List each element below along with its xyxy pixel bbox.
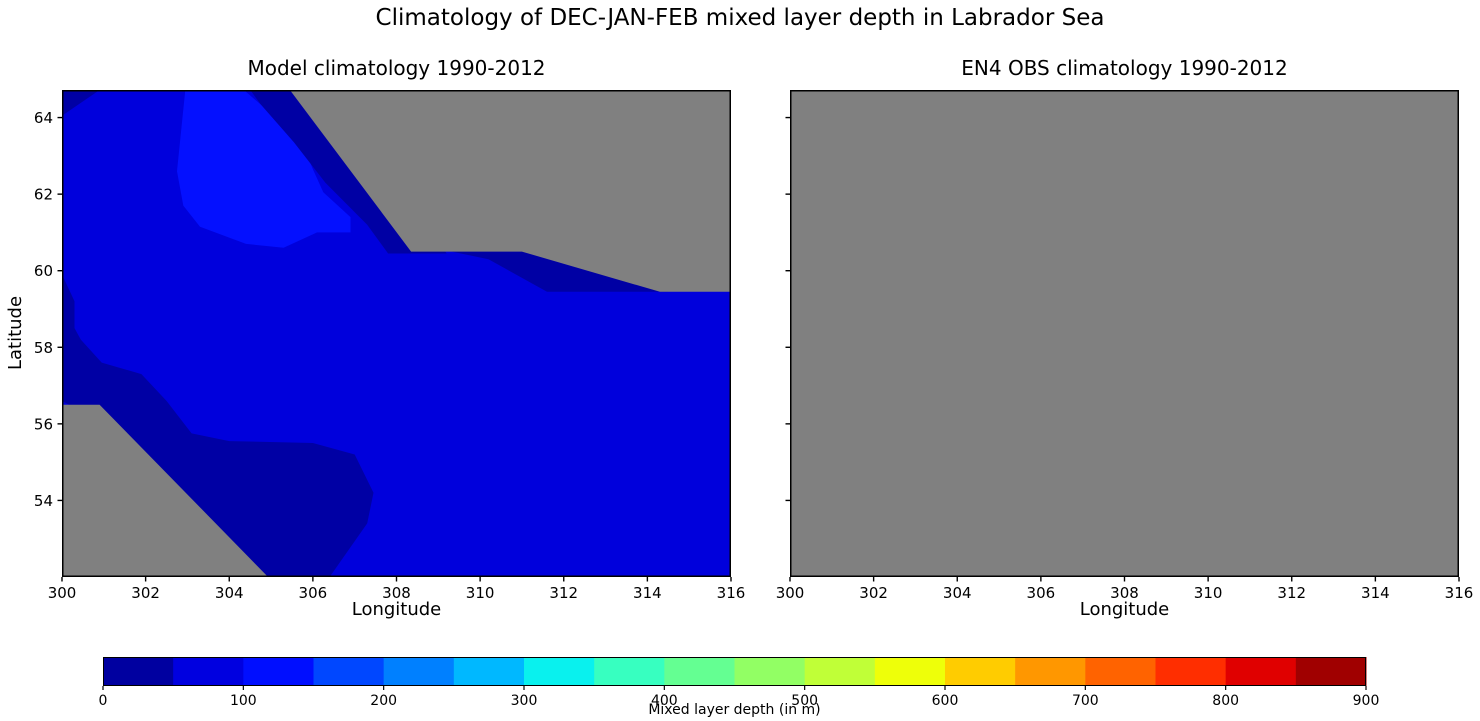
colorbar-tick-label: 600	[932, 693, 959, 709]
colorbar-segment	[1015, 657, 1086, 686]
x-tick-label: 314	[633, 584, 662, 602]
axes-frame	[62, 90, 731, 577]
x-tick-label: 302	[859, 584, 888, 602]
map-region-land-mask-northeast	[289, 90, 731, 292]
y-tick-label: 56	[34, 415, 53, 433]
x-tick-label: 310	[466, 584, 495, 602]
x-tick-label: 306	[299, 584, 328, 602]
model-panel-title: Model climatology 1990-2012	[247, 56, 546, 80]
axes-frame	[790, 90, 1459, 577]
x-tick-label: 302	[131, 584, 160, 602]
x-tick-label: 310	[1194, 584, 1223, 602]
y-tick-label: 58	[34, 339, 53, 357]
x-tick-label: 316	[717, 584, 746, 602]
colorbar-tick-label: 800	[1212, 693, 1239, 709]
obs-xlabel: Longitude	[1079, 599, 1170, 620]
colorbar-tick-label: 900	[1353, 693, 1380, 709]
y-tick-label: 54	[34, 492, 53, 510]
colorbar-segment	[664, 657, 735, 686]
x-tick-label: 312	[549, 584, 578, 602]
map-region-land-mask-southwest	[62, 404, 269, 577]
colorbar-tick-label: 400	[651, 693, 678, 709]
colorbar-tick-label: 700	[1072, 693, 1099, 709]
colorbar-tick-label: 0	[99, 693, 108, 709]
colorbar-segment	[243, 657, 314, 686]
colorbar-segment	[1295, 657, 1367, 686]
colorbar-segment	[383, 657, 455, 686]
colorbar-segment	[453, 657, 525, 686]
colorbar-segment	[313, 657, 385, 686]
colorbar-tick-label: 300	[511, 693, 538, 709]
colorbar-segment	[734, 657, 806, 686]
model-ylabel: Latitude	[5, 295, 26, 371]
map-region-mld-100-150-patch-north	[177, 90, 351, 248]
model-xlabel: Longitude	[351, 599, 442, 620]
x-tick-label: 306	[1027, 584, 1056, 602]
colorbar-segment	[103, 657, 174, 686]
colorbar-segment	[1085, 657, 1156, 686]
obs-map: 300 302 304 306 308 310 312 314 316	[776, 90, 1473, 602]
y-tick-label: 62	[34, 186, 53, 204]
colorbar-tick-label: 500	[791, 693, 818, 709]
x-tick-label: 308	[382, 584, 411, 602]
y-tick-label: 60	[34, 262, 53, 280]
obs-panel-title: EN4 OBS climatology 1990-2012	[961, 56, 1288, 80]
colorbar-segment	[1155, 657, 1227, 686]
x-tick-label: 316	[1445, 584, 1474, 602]
colorbar-segment	[945, 657, 1016, 686]
map-region-mld-0-50-band-southwest	[62, 274, 374, 577]
colorbar-segment	[874, 657, 946, 686]
map-region-mld-0-50-wedge-east	[442, 249, 669, 292]
x-tick-label: 300	[776, 584, 805, 602]
y-tick-label: 64	[34, 109, 53, 127]
colorbar-segment	[1225, 657, 1297, 686]
colorbar-segment	[173, 657, 244, 686]
figure-suptitle: Climatology of DEC-JAN-FEB mixed layer d…	[375, 5, 1105, 31]
colorbar-segment	[524, 657, 595, 686]
map-region-all-masked-no-data	[790, 90, 1459, 577]
colorbar-frame	[103, 657, 1366, 686]
x-tick-label: 312	[1277, 584, 1306, 602]
model-map: 300 302 304 306 308 310 312 314 316 54 56 58 60 62 64	[34, 90, 745, 602]
colorbar-tick-label: 100	[230, 693, 257, 709]
x-tick-label: 300	[48, 584, 77, 602]
x-tick-label: 308	[1110, 584, 1139, 602]
x-tick-label: 314	[1361, 584, 1390, 602]
colorbar-segment	[804, 657, 876, 686]
colorbar-segment	[594, 657, 665, 686]
colorbar: 0 100 200 300 400 500 600 700 800 900	[99, 657, 1379, 709]
colorbar-label: Mixed layer depth (in m)	[648, 702, 821, 718]
x-tick-label: 304	[215, 584, 244, 602]
colorbar-tick-label: 200	[370, 693, 397, 709]
x-tick-label: 304	[943, 584, 972, 602]
